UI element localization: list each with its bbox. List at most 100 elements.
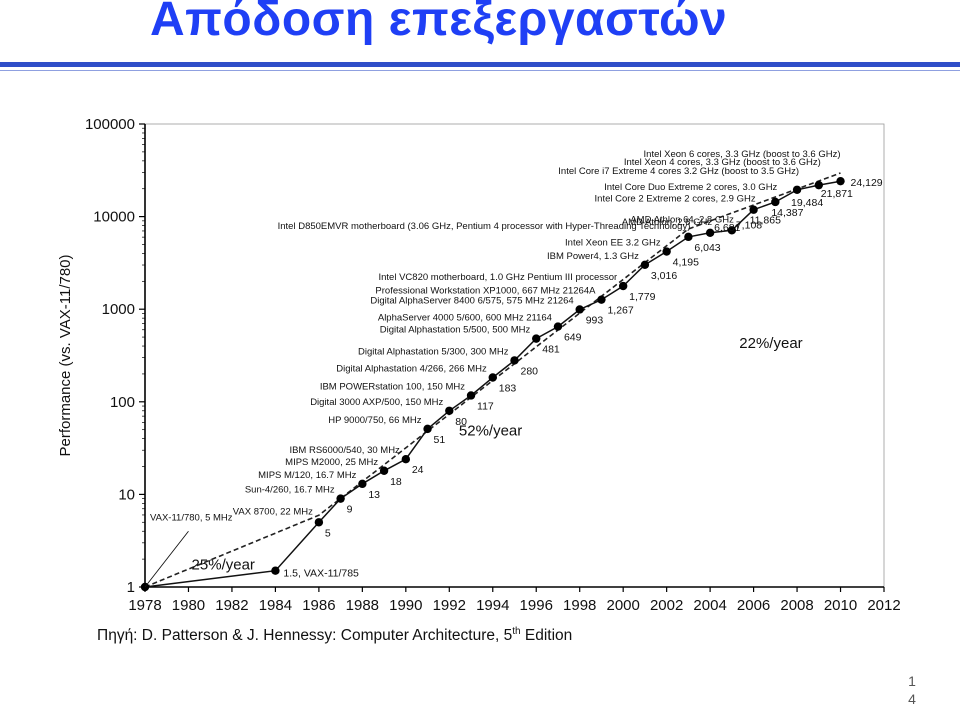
value-label-7: 51 [434, 434, 446, 446]
chart-axes: 1 10 100 1000 10000 100000 1978 1980 1982 1984 198… [57, 116, 901, 614]
source-suffix: Edition [520, 627, 573, 645]
value-label-11: 280 [521, 365, 539, 377]
value-label-20: 6,681 [714, 222, 740, 234]
value-label-25: 21,871 [821, 188, 853, 200]
x-tick-label-2002: 2002 [650, 597, 683, 614]
data-point-10 [488, 373, 497, 382]
y-tick-label-100: 100 [110, 394, 135, 411]
data-point-3 [336, 494, 345, 503]
value-label-13: 649 [564, 332, 582, 344]
x-tick-label-1992: 1992 [433, 597, 466, 614]
value-label-16: 1,779 [629, 291, 655, 303]
data-points [140, 176, 845, 592]
value-label-2: 5 [325, 527, 331, 539]
point-name-9: IBM POWERstation 100, 150 MHz [320, 381, 465, 392]
value-label-8: 80 [455, 416, 467, 428]
data-point-4 [358, 479, 367, 489]
x-tick-label-2004: 2004 [693, 597, 726, 614]
data-point-20 [705, 228, 715, 238]
x-tick-label-1990: 1990 [389, 597, 422, 614]
point-name-0: VAX-11/780, 5 MHz [150, 513, 233, 524]
point-name-7: HP 9000/750, 66 MHz [328, 415, 422, 426]
data-point-23 [771, 197, 780, 207]
data-point-14 [575, 305, 584, 314]
data-point-12 [532, 334, 541, 343]
processor-performance-chart: 1 10 100 1000 10000 100000 1978 1980 1982 1984 198… [57, 116, 901, 614]
source-citation: Πηγή: D. Patterson & J. Hennessy: Comput… [97, 626, 572, 645]
source-sup: th [512, 626, 521, 637]
point-name-19: Intel D850EMVR motherboard (3.06 GHz, Pe… [278, 221, 691, 232]
data-point-5 [379, 466, 389, 475]
region-label-1: 25%/year [192, 556, 255, 573]
data-point-1 [271, 566, 280, 575]
value-label-22: 11,865 [750, 215, 781, 227]
title-underline [0, 62, 960, 67]
x-tick-label-1998: 1998 [563, 597, 596, 614]
point-name-3: Sun-4/260, 16.7 MHz [245, 485, 335, 496]
point-name-17: IBM Power4, 1.3 GHz [547, 251, 639, 262]
point-name-15: Professional Workstation XP1000, 667 MHz… [375, 286, 596, 297]
point-name-6: IBM RS6000/540, 30 MHz [289, 445, 400, 456]
data-point-26 [836, 176, 845, 186]
y-axis-label: Performance (vs. VAX-11/780) [57, 254, 74, 456]
value-label-4: 13 [368, 489, 380, 501]
x-tick-label-1986: 1986 [302, 597, 335, 614]
y-tick-label-1: 1 [127, 579, 135, 596]
data-point-8 [445, 406, 454, 415]
point-name-13: AlphaServer 4000 5/600, 600 MHz 21164 [378, 313, 552, 324]
source-text: Πηγή: D. Patterson & J. Hennessy: Comput… [97, 627, 513, 645]
data-point-6 [401, 454, 411, 464]
point-name-10: Digital Alphastation 4/266, 266 MHz [336, 363, 487, 374]
point-name-14: Digital AlphaServer 8400 6/575, 575 MHz … [370, 295, 573, 306]
point-name-5: MIPS M2000, 25 MHz [285, 457, 378, 468]
x-tick-label-1980: 1980 [172, 597, 205, 614]
value-label-1: 1.5, VAX-11/785 [283, 568, 359, 580]
point-name-24: Intel Core i7 Extreme 4 cores 3.2 GHz (b… [558, 166, 799, 177]
data-point-22 [749, 205, 758, 214]
x-tick-label-2006: 2006 [737, 597, 770, 614]
x-tick-label-1988: 1988 [346, 597, 379, 614]
point-name-11: Digital Alphastation 5/300, 300 MHz [358, 346, 509, 357]
data-point-11 [510, 356, 519, 365]
value-label-5: 18 [390, 476, 402, 488]
value-label-9: 117 [477, 400, 494, 412]
value-label-10: 183 [499, 382, 517, 394]
y-tick-label-10000: 10000 [93, 209, 135, 226]
value-label-6: 24 [412, 464, 424, 476]
data-point-9 [466, 391, 476, 400]
data-point-2 [314, 518, 324, 527]
point-name-2: VAX 8700, 22 MHz [233, 506, 313, 517]
region-label-3: 22%/year [739, 335, 802, 352]
data-point-15 [597, 295, 606, 304]
point-name-18: Intel Xeon EE 3.2 GHz [565, 238, 661, 249]
point-name-23: Intel Core Duo Extreme 2 cores, 3.0 GHz [604, 182, 777, 193]
data-point-21 [727, 226, 737, 235]
y-tick-label-100000: 100000 [85, 116, 135, 133]
data-point-13 [553, 322, 563, 331]
title-underline-thin [0, 70, 960, 71]
x-tick-label-1996: 1996 [520, 597, 553, 614]
x-tick-label-2012: 2012 [867, 597, 900, 614]
value-label-18: 4,195 [673, 257, 699, 269]
data-point-16 [618, 281, 628, 291]
point-name-26: Intel Xeon 6 cores, 3.3 GHz (boost to 3.… [644, 149, 841, 160]
y-tick-label-1000: 1000 [102, 301, 135, 318]
page-number: 14 [908, 673, 916, 707]
point-name-21: AMD Athlon 64, 2.8 GHz [630, 214, 734, 225]
value-label-24: 19,484 [791, 197, 823, 209]
value-label-12: 481 [542, 344, 560, 356]
value-label-23: 14,387 [771, 207, 803, 219]
x-tick-label-1982: 1982 [215, 597, 248, 614]
plot-frame [144, 123, 885, 588]
data-point-18 [662, 247, 671, 256]
slide-title: Απόδοση επεξεργαστών [150, 0, 728, 46]
x-tick-label-2000: 2000 [606, 597, 639, 614]
x-tick-label-1994: 1994 [476, 597, 509, 614]
point-name-22: Intel Core 2 Extreme 2 cores, 2.9 GHz [595, 194, 756, 205]
x-tick-label-1984: 1984 [259, 597, 292, 614]
point-name-8: Digital 3000 AXP/500, 150 MHz [310, 397, 443, 408]
value-label-26: 24,129 [851, 177, 883, 189]
x-tick-label-2008: 2008 [780, 597, 813, 614]
data-point-24 [792, 185, 802, 194]
value-label-15: 1,267 [607, 305, 633, 317]
